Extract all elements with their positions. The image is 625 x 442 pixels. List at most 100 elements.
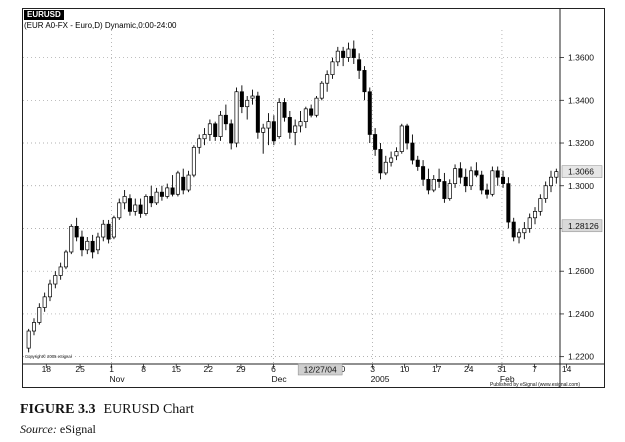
x-tick-label: 29 [236, 364, 246, 374]
candle-body-down [351, 48, 356, 58]
candle-body-up [399, 125, 404, 152]
candle-body-down [239, 91, 244, 108]
copyright-text: Copyright© 2005 eSignal [25, 354, 72, 359]
source-value: eSignal [59, 422, 96, 436]
y-tick-label: 1.3400 [568, 95, 594, 105]
price-label: 1.28126 [568, 221, 599, 231]
candle-body-down [138, 204, 143, 214]
candle-body-down [90, 240, 95, 253]
y-tick-label: 1.2400 [568, 309, 594, 319]
candle-body-up [234, 91, 239, 144]
candle-body-up [522, 228, 527, 234]
candle-body-up [95, 236, 100, 251]
candle-body-up [266, 121, 271, 129]
candle-body-up [330, 61, 335, 76]
candle-body-down [474, 170, 479, 176]
candle-body-down [415, 159, 420, 167]
candle-body-up [117, 202, 122, 219]
candle-body-up [389, 157, 394, 163]
candle-body-up [549, 176, 554, 187]
candle-body-down [485, 189, 490, 195]
candle-body-down [367, 91, 372, 135]
candle-body-up [533, 211, 538, 219]
candle-body-up [517, 232, 522, 238]
x-tick-label: 7 [532, 364, 537, 374]
candle-body-down [501, 176, 506, 184]
candle-body-down [229, 123, 234, 144]
candle-body-up [335, 50, 340, 63]
x-tick-label: 24 [464, 364, 474, 374]
x-month-label: 2005 [371, 374, 390, 384]
candle-body-down [437, 178, 442, 182]
eurusd-candlestick-chart: 1.22001.24001.26001.28001.30001.32001.34… [23, 8, 605, 388]
candle-body-down [463, 176, 468, 187]
candle-body-up [538, 198, 543, 212]
x-tick-label: 17 [432, 364, 442, 374]
price-label-box [561, 165, 603, 178]
x-month-label: Dec [272, 374, 288, 384]
x-tick-label: 14 [562, 364, 572, 374]
candle-body-up [346, 48, 351, 58]
y-tick-label: 1.3000 [568, 181, 594, 191]
candle-body-up [277, 102, 282, 137]
y-tick-label: 1.2200 [568, 352, 594, 362]
candle-body-up [26, 330, 31, 349]
candle-body-up [527, 217, 532, 229]
y-tick-label: 1.3600 [568, 53, 594, 63]
candle-body-up [543, 185, 548, 199]
price-label: 1.3066 [568, 167, 594, 177]
candle-body-up [431, 178, 436, 191]
candle-body-down [410, 142, 415, 161]
candle-body-down [181, 176, 186, 191]
figure-title: EURUSD Chart [103, 402, 195, 417]
candle-body-up [554, 171, 559, 178]
candle-body-down [106, 223, 111, 240]
candle-body-up [101, 223, 106, 238]
candle-body-up [154, 191, 159, 204]
candle-body-up [111, 217, 116, 238]
candle-body-up [261, 127, 266, 133]
candle-body-up [197, 138, 202, 148]
candle-body-down [378, 149, 383, 174]
candle-body-down [511, 221, 516, 238]
cursor-date-label: 12/27/04 [304, 365, 337, 375]
candle-body-up [447, 183, 452, 199]
candle-body-up [69, 225, 74, 253]
candle-body-down [170, 187, 175, 195]
x-tick-label: 31 [497, 364, 507, 374]
symbol-tag: EURUSD [24, 10, 64, 20]
candle-body-up [490, 170, 495, 195]
figure-label: FIGURE 3.3 [20, 402, 96, 417]
candle-body-down [442, 181, 447, 199]
candle-body-down [213, 123, 218, 137]
candle-body-up [47, 283, 52, 298]
candle-body-up [319, 82, 324, 99]
candle-body-up [298, 121, 303, 127]
candle-body-up [58, 266, 63, 276]
candle-body-up [394, 151, 399, 157]
candle-body-down [127, 198, 132, 212]
candle-body-up [186, 174, 191, 191]
candle-body-down [405, 125, 410, 144]
candle-body-up [469, 170, 474, 187]
candle-body-down [373, 134, 378, 150]
candle-body-up [133, 204, 138, 212]
candle-body-up [31, 322, 36, 332]
x-tick-label: 22 [204, 364, 214, 374]
candle-body-up [245, 99, 250, 108]
x-tick-label: 25 [75, 364, 85, 374]
candle-body-down [74, 225, 79, 238]
candle-body-up [303, 108, 308, 123]
candle-body-up [202, 134, 207, 140]
y-tick-label: 1.3200 [568, 138, 594, 148]
x-month-label: Nov [110, 374, 126, 384]
candle-body-down [287, 117, 292, 133]
candle-body-down [341, 50, 346, 58]
candle-body-down [362, 70, 367, 93]
source-label: Source: [20, 422, 57, 436]
y-tick-label: 1.2600 [568, 266, 594, 276]
candle-body-up [325, 74, 330, 84]
candle-body-down [159, 191, 164, 197]
x-tick-label: 1 [109, 364, 114, 374]
figure-source: Source: eSignal [20, 422, 96, 437]
